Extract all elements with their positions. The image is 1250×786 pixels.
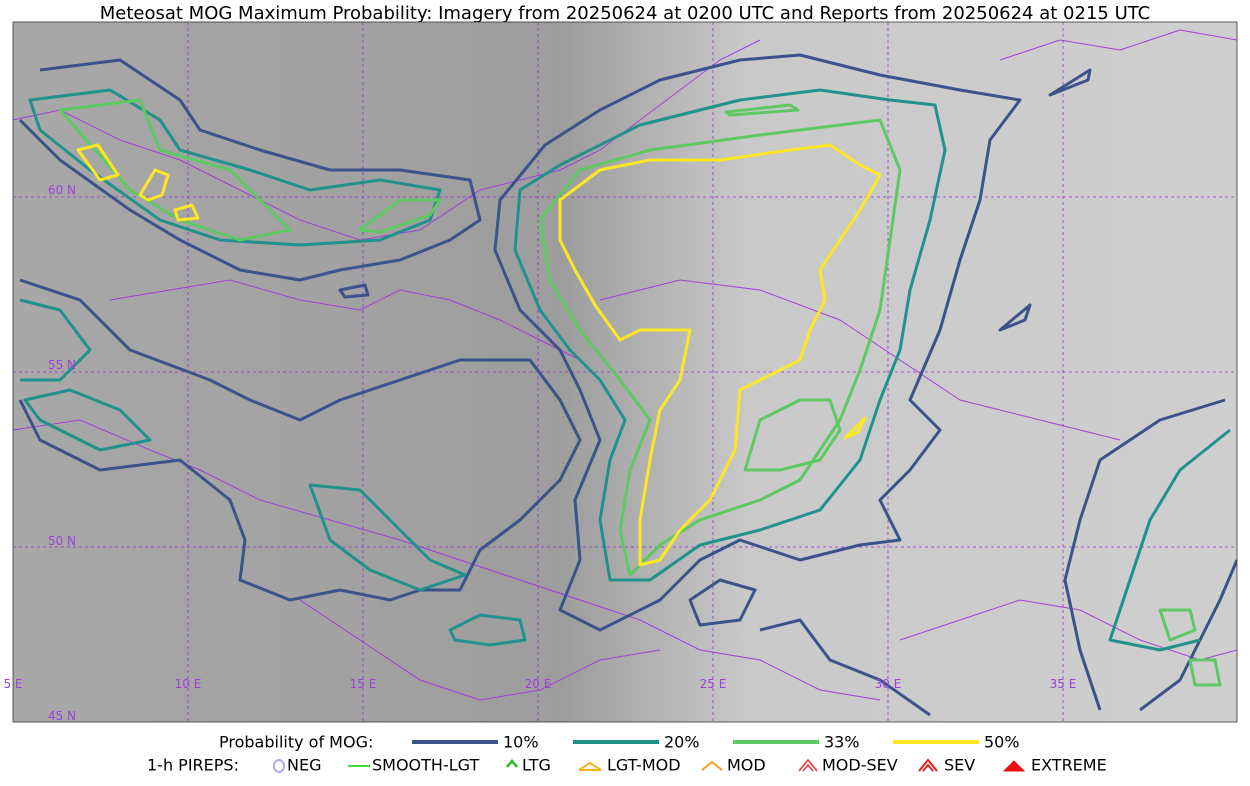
legend-entry: LGT-MOD — [607, 756, 681, 775]
legend-entry: NEG — [287, 756, 321, 775]
legend-entry: SEV — [944, 756, 975, 775]
lat-label: 55 N — [48, 358, 76, 372]
pirep-icon — [798, 758, 818, 772]
lon-label: 10 E — [175, 677, 202, 691]
lon-label: 35 E — [1050, 677, 1077, 691]
legend-entry: 50% — [984, 733, 1020, 752]
pirep-icon — [578, 761, 602, 771]
lat-label: 45 N — [48, 709, 76, 723]
pirep-icon — [273, 759, 285, 773]
contours-33 — [58, 98, 1222, 687]
pirep-icon — [1002, 760, 1026, 772]
lon-label: 25 E — [700, 677, 727, 691]
legend-entry: MOD — [727, 756, 766, 775]
pirep-icon — [701, 760, 723, 771]
legend-entry: LTG — [522, 756, 551, 775]
lat-label: 60 N — [48, 183, 76, 197]
legend-entry: EXTREME — [1031, 756, 1107, 775]
lon-label: 30 E — [875, 677, 902, 691]
legend-label: Probability of MOG: — [219, 733, 373, 752]
legend-entry: 33% — [824, 733, 860, 752]
map: 60 N 55 N 50 N 45 N — [13, 22, 1237, 723]
legend: Probability of MOG: 1-h PIREPS: 10% 20% 33… — [147, 733, 1107, 775]
legend-entry: 10% — [503, 733, 539, 752]
lon-label: 15 E — [350, 677, 377, 691]
map-frame — [12, 21, 1238, 723]
lat-label: 50 N — [48, 534, 76, 548]
contours-50 — [76, 143, 882, 567]
pirep-icon — [918, 758, 938, 772]
legend-entry: 20% — [664, 733, 700, 752]
legend-entry: SMOOTH-LGT — [372, 756, 479, 775]
contours-10 — [18, 53, 1237, 717]
legend-label: 1-h PIREPS: — [147, 756, 239, 775]
legend-entry: MOD-SEV — [822, 756, 898, 775]
pirep-icon — [506, 759, 518, 768]
title: Meteosat MOG Maximum Probability: Imager… — [100, 3, 1151, 24]
lon-label: 20 E — [525, 677, 552, 691]
